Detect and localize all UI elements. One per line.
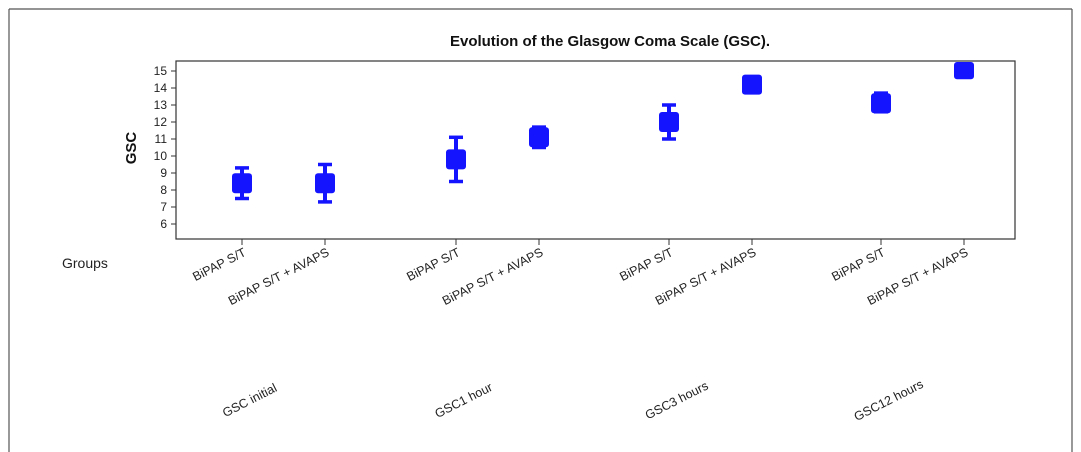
x-tick-label: BiPAP S/T xyxy=(404,245,462,284)
group-labels: GSC initial GSC1 hour GSC3 hours GSC12 hour… xyxy=(220,377,925,424)
mean-marker xyxy=(659,112,679,132)
group-label: GSC initial xyxy=(220,381,279,420)
data-point xyxy=(871,91,891,114)
mean-marker xyxy=(446,149,466,170)
data-points xyxy=(232,62,974,204)
x-tick-label: BiPAP S/T xyxy=(190,245,248,284)
y-tick-label: 10 xyxy=(154,149,168,163)
y-tick-label: 6 xyxy=(160,217,167,231)
y-tick-label: 14 xyxy=(154,81,168,95)
mean-marker xyxy=(954,62,974,80)
data-point xyxy=(742,74,762,95)
y-tick-label: 11 xyxy=(155,132,168,146)
data-point xyxy=(659,103,679,141)
x-tick-label: BiPAP S/T xyxy=(617,245,675,284)
mean-marker xyxy=(742,74,762,95)
mean-marker xyxy=(315,173,335,194)
data-point xyxy=(232,166,252,201)
y-tick-label: 13 xyxy=(154,98,168,112)
y-tick-label: 15 xyxy=(154,64,168,78)
y-axis: 6 7 8 9 10 11 12 13 14 15 xyxy=(154,64,176,231)
plot-area-frame xyxy=(175,60,1016,240)
y-tick-label: 8 xyxy=(160,183,167,197)
data-point xyxy=(529,125,549,150)
group-label: GSC3 hours xyxy=(643,379,711,423)
group-label: GSC1 hour xyxy=(433,380,495,421)
y-axis-label: GSC xyxy=(123,132,140,165)
x-tick-label: BiPAP S/T xyxy=(829,245,887,284)
y-tick-label: 12 xyxy=(154,115,168,129)
y-tick-label: 7 xyxy=(160,200,167,214)
data-point xyxy=(315,162,335,204)
data-point xyxy=(954,62,974,80)
mean-marker xyxy=(871,93,891,114)
chart-title: Evolution of the Glasgow Coma Scale (GSC… xyxy=(450,33,770,50)
mean-marker xyxy=(232,173,252,194)
mean-marker xyxy=(529,127,549,148)
data-point xyxy=(446,135,466,184)
groups-row-label: Groups xyxy=(62,255,108,271)
group-label: GSC12 hours xyxy=(852,377,926,424)
y-tick-label: 9 xyxy=(160,166,167,180)
